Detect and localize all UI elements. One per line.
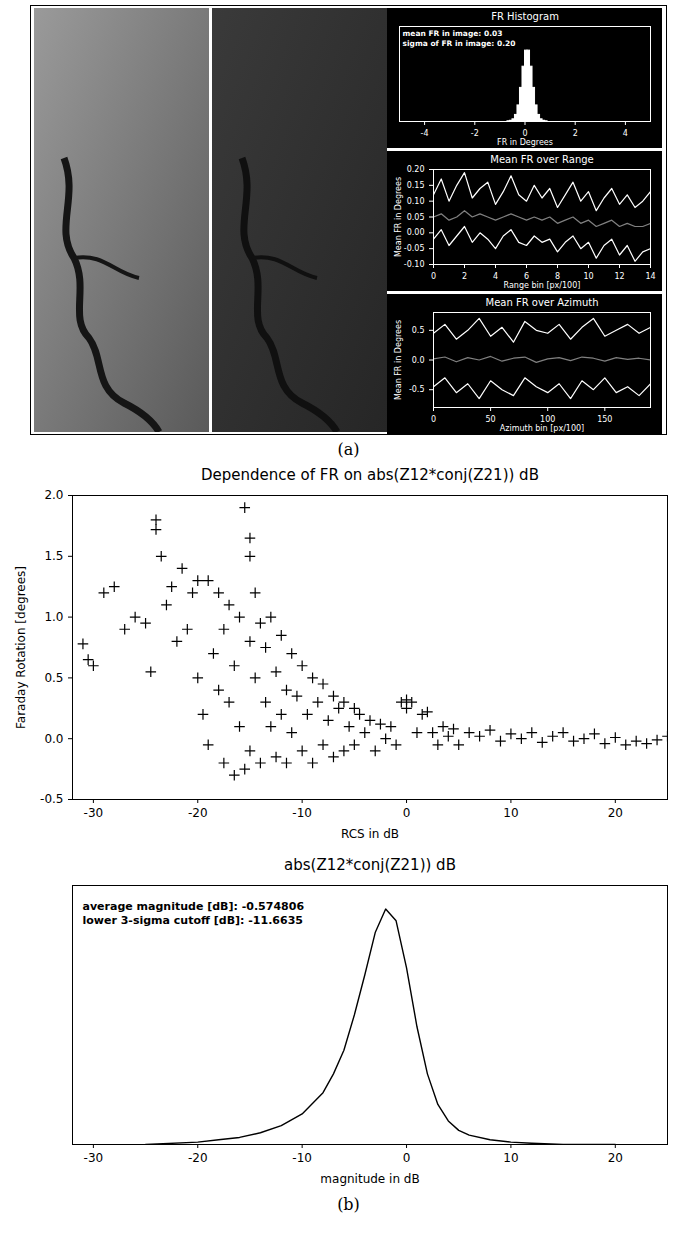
svg-text:-0.5: -0.5 bbox=[409, 385, 425, 394]
svg-text:0.00: 0.00 bbox=[407, 228, 425, 237]
svg-text:0: 0 bbox=[431, 272, 436, 281]
svg-text:12: 12 bbox=[614, 272, 624, 281]
svg-text:0.15: 0.15 bbox=[407, 181, 425, 190]
svg-text:10: 10 bbox=[503, 806, 518, 820]
svg-text:RCS in dB: RCS in dB bbox=[341, 827, 399, 841]
svg-text:2: 2 bbox=[462, 272, 467, 281]
svg-text:-10: -10 bbox=[292, 1151, 312, 1165]
svg-text:2.0: 2.0 bbox=[44, 488, 63, 502]
svg-text:1.0: 1.0 bbox=[44, 610, 63, 624]
svg-text:0.0: 0.0 bbox=[44, 732, 63, 746]
svg-text:2: 2 bbox=[573, 129, 578, 138]
svg-text:-4: -4 bbox=[421, 129, 429, 138]
svg-text:-0.5: -0.5 bbox=[40, 792, 63, 806]
html-text:(a): (a) bbox=[337, 440, 360, 459]
svg-text:150: 150 bbox=[597, 415, 612, 424]
svg-text:0.20: 0.20 bbox=[407, 165, 425, 174]
svg-text:-0.05: -0.05 bbox=[404, 244, 425, 253]
svg-text:abs(Z12*conj(Z21)) dB: abs(Z12*conj(Z21)) dB bbox=[284, 856, 456, 874]
svg-text:50: 50 bbox=[486, 415, 496, 424]
svg-text:-20: -20 bbox=[188, 806, 208, 820]
svg-text:1.5: 1.5 bbox=[44, 549, 63, 563]
svg-text:8: 8 bbox=[555, 272, 560, 282]
svg-text:-30: -30 bbox=[84, 1151, 104, 1165]
svg-text:0.10: 0.10 bbox=[407, 197, 425, 206]
svg-text:Mean FR in Degrees: Mean FR in Degrees bbox=[394, 177, 403, 257]
svg-text:10: 10 bbox=[503, 1151, 518, 1165]
svg-text:10: 10 bbox=[583, 272, 593, 281]
svg-text:Mean FR in Degrees: Mean FR in Degrees bbox=[394, 320, 403, 400]
svg-text:mean FR in image: 0.03sigma of: mean FR in image: 0.03sigma of FR in ima… bbox=[403, 29, 516, 48]
svg-text:0: 0 bbox=[431, 415, 436, 424]
svg-text:magnitude in dB: magnitude in dB bbox=[320, 1172, 419, 1186]
svg-text:FR in Degrees: FR in Degrees bbox=[497, 138, 553, 147]
svg-text:20: 20 bbox=[608, 806, 623, 820]
svg-text:0.5: 0.5 bbox=[412, 326, 425, 335]
svg-text:14: 14 bbox=[645, 272, 655, 281]
svg-text:4: 4 bbox=[493, 272, 498, 281]
svg-text:-10: -10 bbox=[292, 806, 312, 820]
svg-text:Range bin [px/100]: Range bin [px/100] bbox=[504, 281, 581, 290]
svg-text:FR Histogram: FR Histogram bbox=[491, 11, 559, 22]
svg-text:0.0: 0.0 bbox=[412, 356, 425, 365]
svg-text:0: 0 bbox=[403, 1151, 411, 1165]
svg-text:0.5: 0.5 bbox=[44, 671, 63, 685]
svg-text:Dependence of FR on abs(Z12*co: Dependence of FR on abs(Z12*conj(Z21)) d… bbox=[201, 466, 539, 484]
svg-text:Mean FR over Azimuth: Mean FR over Azimuth bbox=[486, 297, 599, 308]
svg-text:0: 0 bbox=[522, 129, 528, 139]
svg-text:6: 6 bbox=[524, 272, 529, 282]
svg-text:4: 4 bbox=[623, 129, 628, 138]
svg-text:0.05: 0.05 bbox=[407, 213, 425, 222]
svg-text:-2: -2 bbox=[471, 129, 479, 138]
html-text:(b): (b) bbox=[337, 1195, 360, 1214]
svg-text:0: 0 bbox=[403, 806, 411, 820]
svg-text:-0.10: -0.10 bbox=[404, 260, 425, 269]
svg-text:Azimuth bin [px/100]: Azimuth bin [px/100] bbox=[500, 424, 584, 433]
svg-text:100: 100 bbox=[540, 415, 556, 425]
svg-text:20: 20 bbox=[608, 1151, 623, 1165]
svg-text:-20: -20 bbox=[188, 1151, 208, 1165]
svg-text:-30: -30 bbox=[84, 806, 104, 820]
svg-text:Mean FR over Range: Mean FR over Range bbox=[490, 154, 593, 165]
svg-text:average magnitude [dB]: -0.574: average magnitude [dB]: -0.574806lower 3… bbox=[83, 900, 305, 927]
svg-text:Faraday Rotation [degrees]: Faraday Rotation [degrees] bbox=[14, 566, 28, 729]
